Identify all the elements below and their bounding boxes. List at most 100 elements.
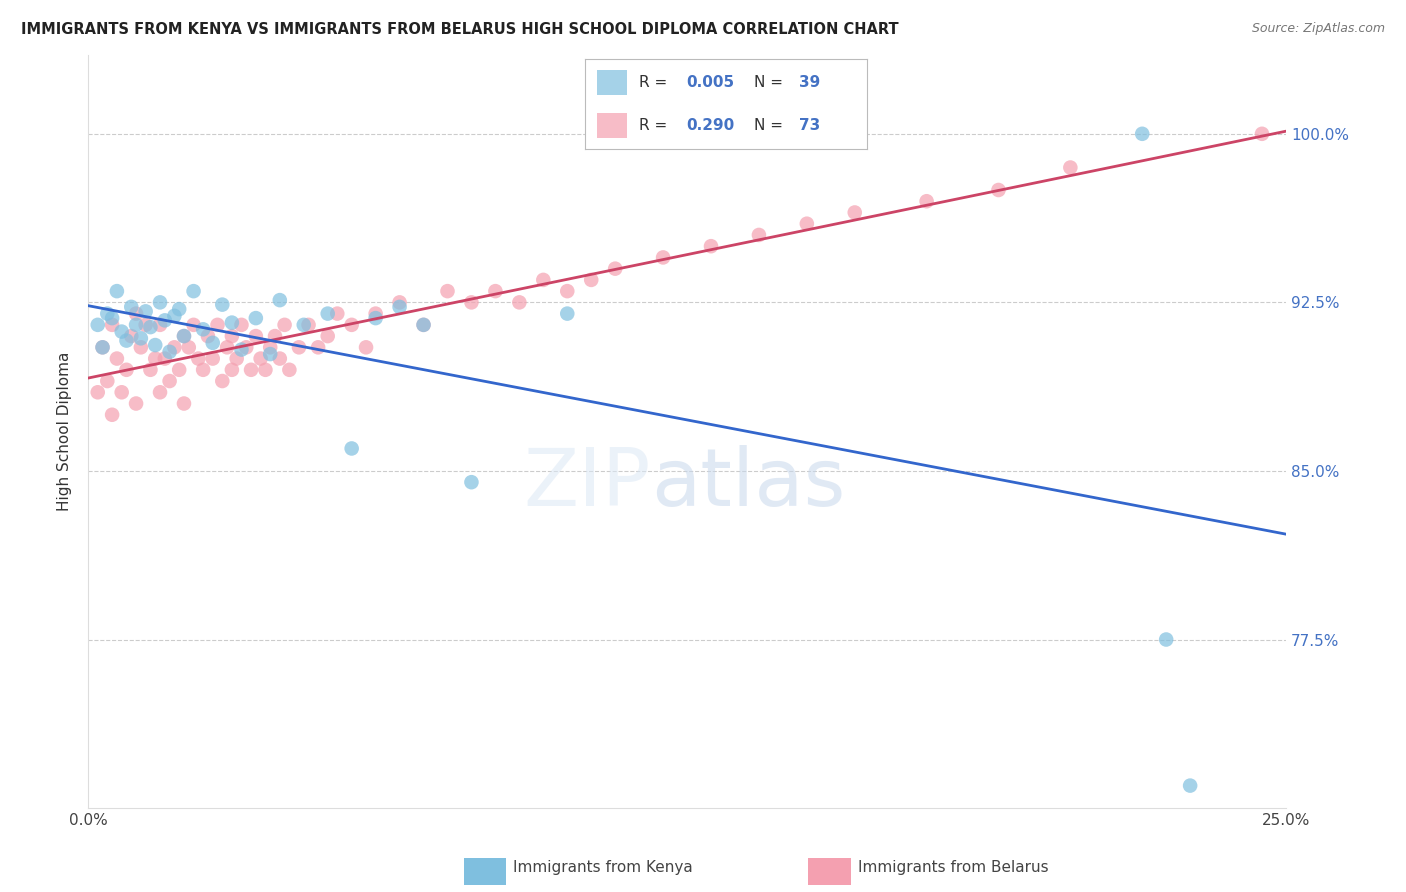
- Point: [259, 347, 281, 361]
- Point: [316, 329, 339, 343]
- Point: [183, 318, 205, 332]
- Point: [135, 304, 157, 318]
- Point: [173, 396, 195, 410]
- Point: [531, 273, 554, 287]
- Point: [555, 307, 578, 321]
- Point: [245, 329, 267, 343]
- Point: [149, 295, 172, 310]
- Point: [264, 329, 287, 343]
- Point: [177, 340, 200, 354]
- Point: [91, 340, 114, 354]
- Y-axis label: High School Diploma: High School Diploma: [58, 352, 72, 511]
- Point: [125, 307, 148, 321]
- Point: [211, 298, 233, 312]
- Point: [101, 318, 124, 332]
- Point: [412, 318, 434, 332]
- Point: [139, 320, 162, 334]
- Point: [167, 363, 190, 377]
- Point: [273, 318, 295, 332]
- Point: [87, 318, 110, 332]
- Point: [101, 311, 124, 326]
- Point: [484, 284, 506, 298]
- Point: [259, 340, 281, 354]
- Point: [163, 340, 186, 354]
- Point: [149, 318, 172, 332]
- Point: [364, 311, 387, 326]
- Point: [796, 217, 818, 231]
- Point: [120, 300, 142, 314]
- Point: [135, 318, 157, 332]
- Point: [153, 313, 176, 327]
- Point: [120, 329, 142, 343]
- Point: [1130, 127, 1153, 141]
- Point: [354, 340, 377, 354]
- Point: [111, 325, 134, 339]
- Point: [700, 239, 723, 253]
- Text: atlas: atlas: [651, 445, 845, 524]
- Text: IMMIGRANTS FROM KENYA VS IMMIGRANTS FROM BELARUS HIGH SCHOOL DIPLOMA CORRELATION: IMMIGRANTS FROM KENYA VS IMMIGRANTS FROM…: [21, 22, 898, 37]
- Point: [316, 307, 339, 321]
- Point: [173, 329, 195, 343]
- Point: [207, 318, 229, 332]
- Point: [183, 284, 205, 298]
- Point: [221, 363, 243, 377]
- Point: [129, 331, 152, 345]
- Point: [115, 363, 138, 377]
- Point: [187, 351, 209, 366]
- Point: [143, 351, 166, 366]
- Point: [191, 322, 214, 336]
- Point: [460, 475, 482, 490]
- Text: Source: ZipAtlas.com: Source: ZipAtlas.com: [1251, 22, 1385, 36]
- Point: [159, 344, 181, 359]
- Point: [211, 374, 233, 388]
- Point: [1154, 632, 1177, 647]
- Point: [292, 318, 315, 332]
- Point: [915, 194, 938, 209]
- Point: [326, 307, 349, 321]
- Point: [129, 340, 152, 354]
- Point: [105, 284, 128, 298]
- Point: [125, 318, 148, 332]
- Point: [231, 318, 253, 332]
- Point: [307, 340, 329, 354]
- Point: [96, 374, 118, 388]
- Point: [125, 396, 148, 410]
- Point: [167, 302, 190, 317]
- Point: [412, 318, 434, 332]
- Point: [139, 363, 162, 377]
- Point: [555, 284, 578, 298]
- Text: Immigrants from Kenya: Immigrants from Kenya: [513, 860, 693, 874]
- Point: [748, 227, 770, 242]
- Point: [1251, 127, 1274, 141]
- Point: [364, 307, 387, 321]
- Point: [105, 351, 128, 366]
- Point: [235, 340, 257, 354]
- Point: [844, 205, 866, 219]
- Text: Immigrants from Belarus: Immigrants from Belarus: [858, 860, 1049, 874]
- Point: [115, 334, 138, 348]
- Point: [159, 374, 181, 388]
- Point: [340, 442, 363, 456]
- Point: [987, 183, 1010, 197]
- Point: [101, 408, 124, 422]
- Point: [269, 293, 291, 307]
- Text: ZIP: ZIP: [524, 445, 651, 524]
- Point: [149, 385, 172, 400]
- Point: [240, 363, 263, 377]
- Point: [652, 251, 675, 265]
- Point: [173, 329, 195, 343]
- Point: [87, 385, 110, 400]
- Point: [388, 295, 411, 310]
- Point: [225, 351, 247, 366]
- Point: [340, 318, 363, 332]
- Point: [581, 273, 603, 287]
- Point: [297, 318, 319, 332]
- Point: [269, 351, 291, 366]
- Point: [153, 351, 176, 366]
- Point: [96, 307, 118, 321]
- Point: [605, 261, 627, 276]
- Point: [231, 343, 253, 357]
- Point: [245, 311, 267, 326]
- Point: [508, 295, 530, 310]
- Point: [143, 338, 166, 352]
